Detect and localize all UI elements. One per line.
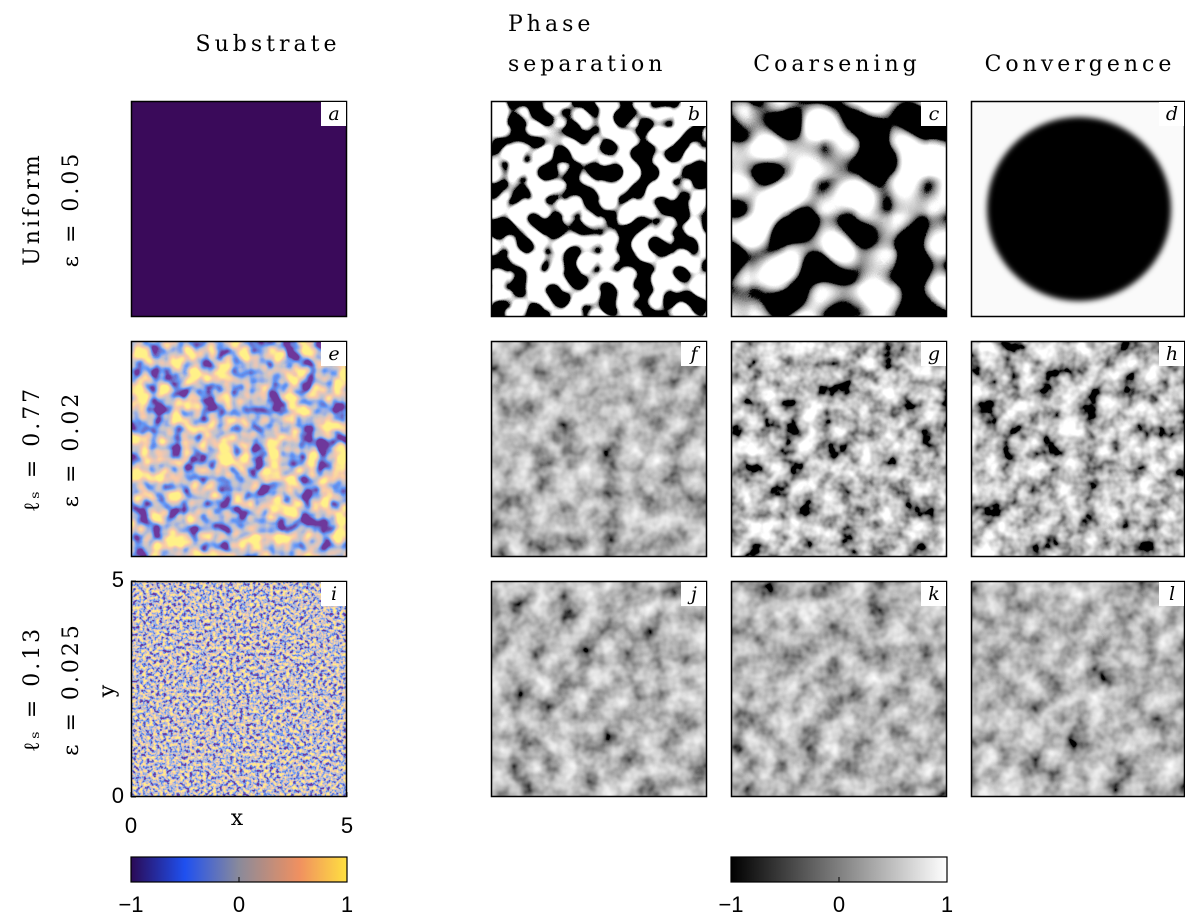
panel: l — [971, 581, 1185, 797]
panel: d — [971, 101, 1185, 317]
colorbar-tick-label: 0 — [833, 892, 845, 917]
panel: b — [491, 101, 707, 317]
figure: Substrate Phase separation Coarsening Conver… — [0, 0, 1185, 919]
y-tick-label: 0 — [112, 783, 124, 808]
panel-letter: a — [328, 103, 339, 125]
panel-image — [971, 341, 1185, 557]
droplet — [987, 117, 1171, 301]
panel-letter: l — [1169, 583, 1175, 605]
panel: k — [731, 581, 947, 797]
panel-image — [491, 581, 707, 797]
panel-letter: b — [688, 103, 700, 125]
panel-image — [131, 581, 347, 797]
panel: i — [131, 581, 347, 797]
panel: g — [731, 341, 947, 557]
panel-letter: i — [331, 583, 337, 605]
row-label: Uniform — [20, 152, 45, 266]
x-axis-label: x — [231, 806, 247, 831]
panel: e — [131, 341, 347, 557]
panel: h — [971, 341, 1185, 557]
panel: f — [491, 341, 707, 557]
y-tick-label: 5 — [112, 567, 124, 592]
column-header: Convergence — [985, 52, 1176, 77]
panel-letter: d — [1166, 103, 1178, 125]
column-header: Phase — [508, 12, 594, 37]
colorbar-tick-label: 0 — [233, 892, 245, 917]
row-label: ε = 0.02 — [59, 391, 84, 508]
panel-letter: e — [328, 343, 339, 365]
colorbar-tick-label: −1 — [718, 892, 743, 917]
panel-image — [131, 341, 347, 557]
panel: j — [491, 581, 707, 797]
panel-letter: h — [1166, 343, 1178, 365]
column-header: Coarsening — [753, 52, 920, 77]
panel: c — [731, 101, 947, 317]
column-header: Substrate — [196, 32, 341, 57]
panel-letter: k — [928, 583, 940, 605]
panel-image — [971, 581, 1185, 797]
x-tick-label: 5 — [341, 813, 353, 838]
panel: a — [131, 101, 347, 317]
panel-image — [131, 101, 347, 317]
row-label: ε = 0.025 — [59, 622, 84, 756]
panel-image — [731, 581, 947, 797]
y-axis-label: y — [95, 681, 120, 698]
colorbar-tick-label: 1 — [341, 892, 353, 917]
colorbar-tick-label: 1 — [941, 892, 953, 917]
panel-image — [491, 341, 707, 557]
row-label: ℓₛ = 0.13 — [20, 626, 45, 752]
panel-image — [491, 101, 707, 317]
colorbar-tick-label: −1 — [118, 892, 143, 917]
panel-letter: g — [928, 343, 940, 365]
panel-image — [731, 101, 947, 317]
panel-letter: c — [929, 103, 940, 125]
row-label: ℓₛ = 0.77 — [20, 386, 45, 512]
column-header: separation — [508, 52, 666, 77]
x-tick-label: 0 — [125, 813, 137, 838]
row-label: ε = 0.05 — [59, 151, 84, 268]
panel-image — [731, 341, 947, 557]
